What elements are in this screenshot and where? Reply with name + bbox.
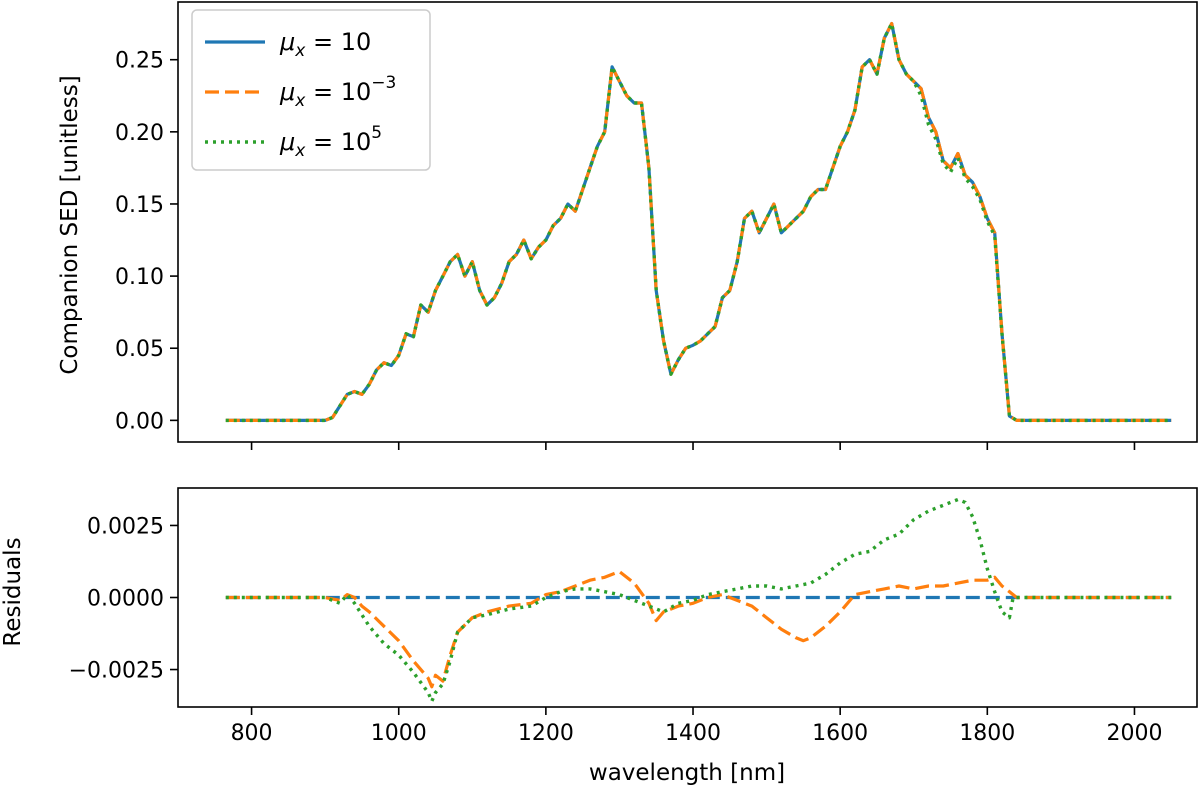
axes-frame	[177, 1, 1198, 443]
y-tick-label: 0.0000	[87, 587, 164, 612]
x-tick-label: 1200	[518, 721, 574, 746]
legend-label-1: μx = 10−3	[279, 73, 396, 111]
x-tick-label: 1000	[371, 721, 427, 746]
x-tick-label: 800	[231, 721, 273, 746]
top-panel-ylabel: Companion SED [unitless]	[57, 75, 83, 374]
x-tick-label: 2000	[1106, 721, 1162, 746]
legend-label-2: μx = 105	[279, 123, 382, 161]
series-group	[225, 21, 1172, 423]
series-line-1-2	[225, 497, 1172, 703]
legend-box	[191, 9, 431, 171]
y-tick-label: 0.20	[115, 121, 164, 146]
series-line-1-1	[225, 569, 1172, 689]
top-panel: 0.00 0.05 0.10 0.15 0.20 0.25 μx = 10 μx = 10−3…	[115, 1, 1198, 450]
legend-label-0: μx = 10	[279, 28, 371, 61]
series-line-0-2	[225, 21, 1172, 423]
x-tick-label: 1400	[665, 721, 721, 746]
bottom-panel-ylabel: Residuals	[0, 537, 26, 646]
x-tick-label: 1600	[812, 721, 868, 746]
y-tick-label: 0.0025	[87, 514, 164, 539]
x-tick-label: 1800	[959, 721, 1015, 746]
y-tick-label: 0.10	[115, 265, 164, 290]
series-group	[225, 497, 1172, 703]
legend: μx = 10 μx = 10−3 μx = 105	[191, 9, 431, 171]
y-tick-label: 0.25	[115, 49, 164, 74]
y-tick-label: 0.15	[115, 193, 164, 218]
y-tick-label: −0.0025	[69, 659, 164, 684]
bottom-panel: 800 1000 1200 1400 1600 1800 2000 −0.0025 0.0000…	[69, 487, 1198, 746]
bottom-panel-xlabel: wavelength [nm]	[589, 760, 785, 786]
y-tick-label: 0.05	[115, 337, 164, 362]
y-tick-label: 0.00	[115, 409, 164, 434]
